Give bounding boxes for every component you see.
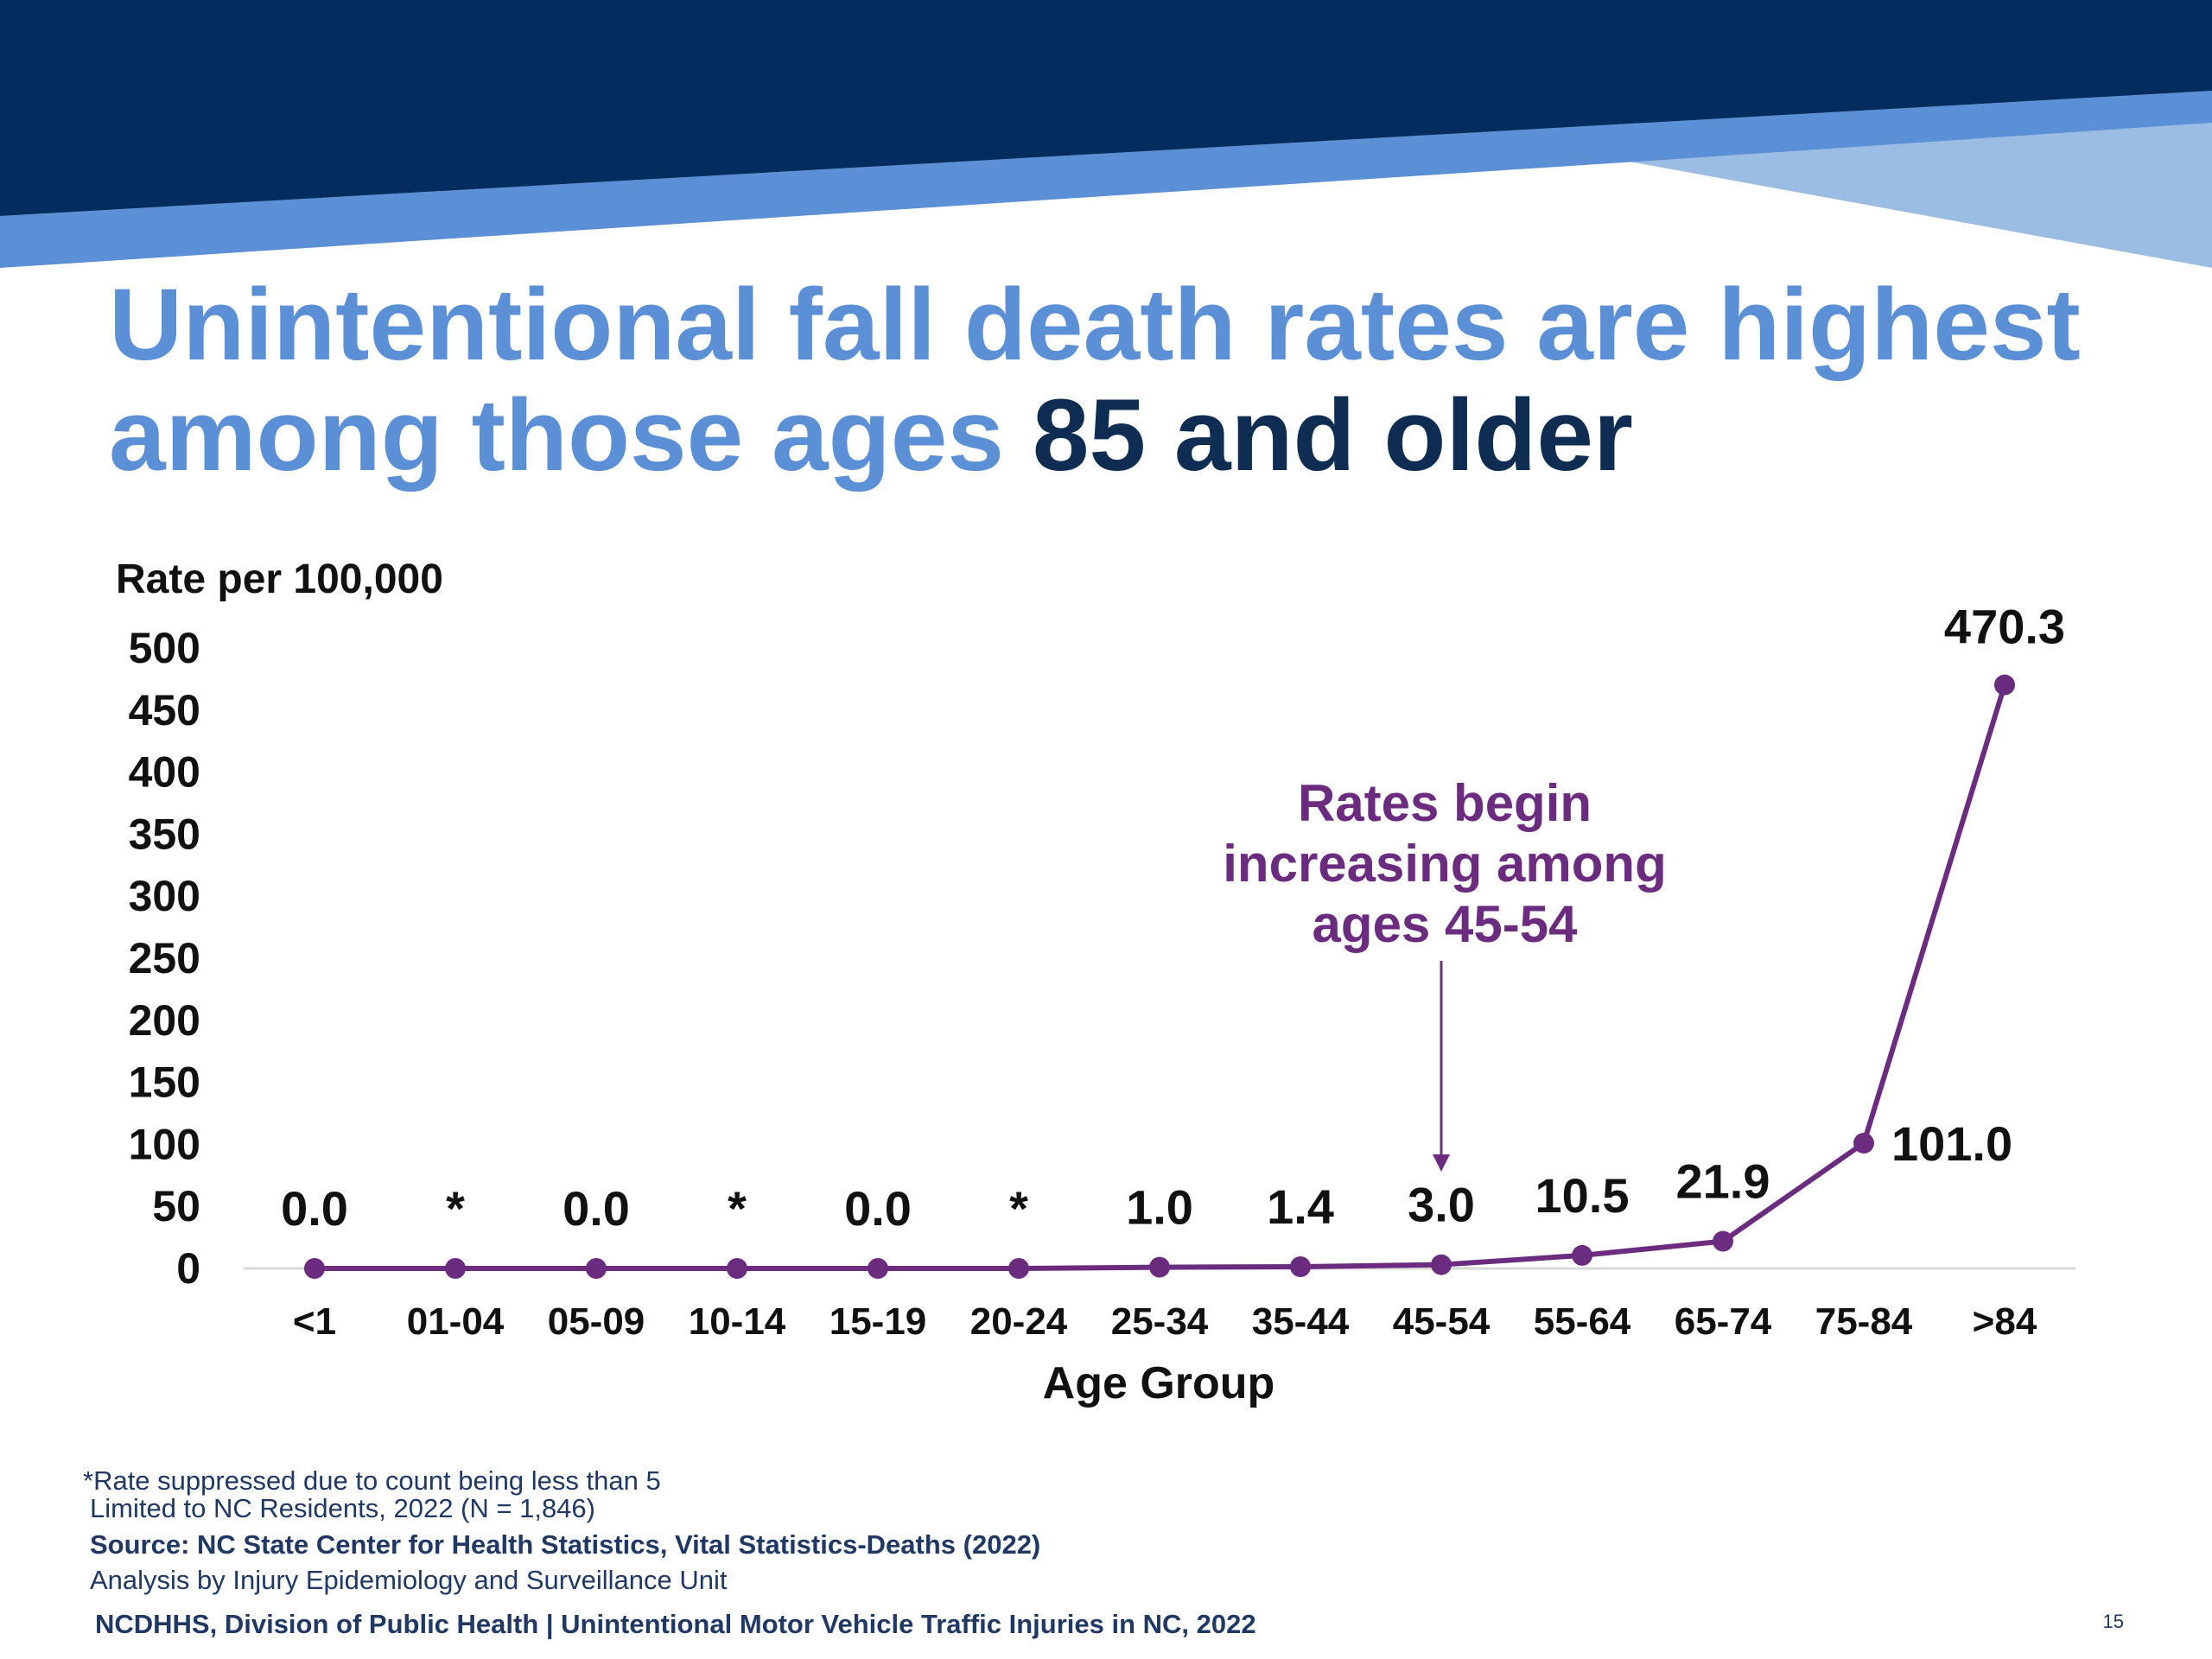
x-tick-label: 45-54 xyxy=(1393,1300,1491,1343)
data-point xyxy=(1431,1254,1452,1275)
line-chart: Rate per 100,000 0 50 100 150 200 250 300 350 40… xyxy=(116,556,2075,1408)
x-tick-label: <1 xyxy=(293,1300,336,1343)
annotation-text: Rates begin increasing among ages 45-54 xyxy=(1223,774,1666,953)
annotation-arrow-head xyxy=(1433,1154,1450,1172)
x-axis-ticks: <1 01-04 05-09 10-14 15-19 20-24 25-34 35-44 45-… xyxy=(293,1300,2037,1343)
y-tick-label: 500 xyxy=(129,624,200,672)
page-number: 15 xyxy=(2102,1611,2124,1632)
data-label: * xyxy=(446,1181,465,1236)
y-tick-label: 100 xyxy=(129,1120,200,1168)
x-tick-label: 35-44 xyxy=(1252,1300,1350,1343)
banner-mid-band xyxy=(0,91,2212,268)
footer-organization: NCDHHS, Division of Public Health | Unin… xyxy=(95,1609,1256,1639)
data-point xyxy=(1290,1255,1311,1277)
data-points xyxy=(304,674,2015,1279)
y-tick-label: 50 xyxy=(152,1182,200,1230)
title-part-2: 85 and older xyxy=(1032,378,1633,493)
data-labels: 0.0 * 0.0 * 0.0 * 1.0 1.4 3.0 10.5 21.9 101.0 470.3 xyxy=(281,600,2065,1236)
x-tick-label: >84 xyxy=(1973,1300,2037,1343)
data-label: 0.0 xyxy=(281,1181,348,1236)
banner-dark-band xyxy=(0,0,2212,216)
data-label: 0.0 xyxy=(563,1181,630,1236)
header-banner xyxy=(0,0,2212,268)
x-tick-label: 75-84 xyxy=(1815,1300,1913,1343)
x-tick-label: 05-09 xyxy=(548,1300,645,1343)
data-label: 3.0 xyxy=(1408,1178,1475,1232)
data-point xyxy=(868,1258,888,1279)
data-point xyxy=(727,1258,747,1279)
title-part-1: Unintentional fall death rates are highe… xyxy=(109,268,2081,493)
y-tick-label: 300 xyxy=(129,872,200,920)
x-tick-label: 20-24 xyxy=(970,1300,1068,1343)
data-point xyxy=(304,1258,325,1279)
slide-title: Unintentional fall death rates are highe… xyxy=(109,270,2096,491)
source-note: Source: NC State Center for Health Stati… xyxy=(90,1529,1041,1560)
y-tick-label: 0 xyxy=(176,1244,200,1293)
y-tick-label: 250 xyxy=(129,934,200,982)
x-tick-label: 15-19 xyxy=(830,1300,927,1343)
x-tick-label: 55-64 xyxy=(1534,1300,1631,1343)
data-point xyxy=(1713,1230,1733,1252)
footnote-limited: Limited to NC Residents, 2022 (N = 1,846… xyxy=(90,1493,595,1523)
y-tick-label: 450 xyxy=(129,686,200,734)
data-point xyxy=(1572,1244,1592,1266)
data-label: 1.4 xyxy=(1267,1179,1334,1234)
footnote-suppressed: *Rate suppressed due to count being less… xyxy=(83,1465,661,1496)
x-tick-label: 25-34 xyxy=(1111,1300,1209,1343)
data-label: 21.9 xyxy=(1676,1154,1770,1209)
annotation-line: increasing among xyxy=(1223,835,1666,893)
x-tick-label: 65-74 xyxy=(1675,1300,1772,1343)
x-tick-label: 10-14 xyxy=(689,1300,786,1343)
data-point xyxy=(445,1258,466,1279)
y-tick-label: 400 xyxy=(129,748,200,797)
data-point xyxy=(586,1258,607,1279)
x-tick-label: 01-04 xyxy=(407,1300,505,1343)
y-tick-label: 200 xyxy=(129,996,200,1045)
data-point xyxy=(1994,674,2015,696)
y-axis-title: Rate per 100,000 xyxy=(116,556,443,602)
data-point xyxy=(1008,1258,1029,1279)
y-axis-ticks: 0 50 100 150 200 250 300 350 400 450 500 xyxy=(129,624,200,1293)
data-label: * xyxy=(728,1181,747,1236)
y-tick-label: 350 xyxy=(129,810,200,858)
analysis-note: Analysis by Injury Epidemiology and Surv… xyxy=(90,1565,728,1595)
data-label: 0.0 xyxy=(844,1181,912,1236)
data-point xyxy=(1149,1256,1170,1278)
data-point xyxy=(1853,1132,1874,1154)
data-label: 101.0 xyxy=(1891,1116,2012,1171)
annotation: Rates begin increasing among ages 45-54 xyxy=(1223,774,1667,1172)
banner-light-band xyxy=(1624,118,2212,268)
y-tick-label: 150 xyxy=(129,1058,200,1107)
x-axis-title: Age Group xyxy=(1043,1358,1275,1408)
annotation-line: ages 45-54 xyxy=(1313,895,1579,953)
data-label: 10.5 xyxy=(1535,1168,1630,1223)
annotation-line: Rates begin xyxy=(1298,774,1592,832)
data-label: 470.3 xyxy=(1944,600,2065,654)
data-label: 1.0 xyxy=(1126,1180,1193,1235)
data-label: * xyxy=(1009,1181,1028,1236)
